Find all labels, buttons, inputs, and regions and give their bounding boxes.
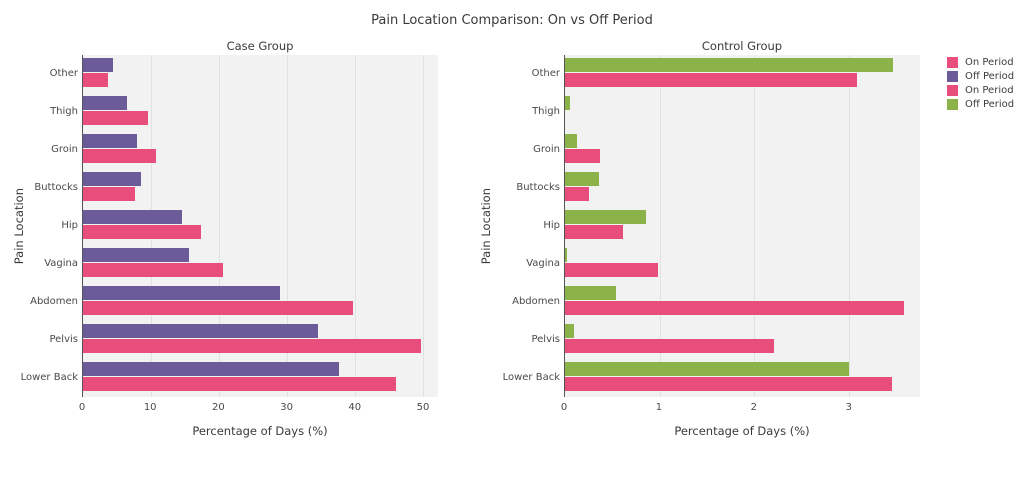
x-tick-label: 1: [655, 402, 663, 413]
gridline: [355, 55, 357, 397]
category-label: Other: [531, 67, 560, 79]
legend-swatch-icon: [947, 99, 958, 110]
bar-off-period: [83, 172, 141, 186]
legend-item: Off Period: [947, 71, 1014, 82]
category-label: Abdomen: [512, 295, 560, 307]
bar-on-period: [565, 339, 775, 353]
category-label: Pelvis: [531, 333, 560, 345]
gridline: [287, 55, 289, 397]
legend-label: Off Period: [965, 99, 1015, 110]
legend-label: On Period: [965, 85, 1014, 96]
category-label: Vagina: [44, 257, 78, 269]
category-label: Groin: [533, 143, 560, 155]
category-label: Lower Back: [502, 371, 560, 383]
bar-on-period: [83, 301, 353, 315]
gridline: [849, 55, 850, 397]
legend-swatch-icon: [947, 71, 958, 82]
subplot-case-group: Case Group Pain Location Other Thigh Groin…: [12, 39, 438, 438]
bar-off-period: [83, 248, 190, 262]
x-tick-label: 40: [348, 402, 362, 413]
category-label: Hip: [543, 219, 560, 231]
bar-off-period: [565, 58, 894, 72]
x-axis-title: Percentage of Days (%): [192, 424, 328, 438]
category-label: Thigh: [532, 105, 560, 117]
bar-off-period: [83, 286, 281, 300]
category-label: Abdomen: [30, 295, 78, 307]
bar-on-period: [565, 73, 857, 87]
bar-on-period: [565, 187, 589, 201]
bar-off-period: [565, 286, 617, 300]
gridline: [754, 55, 756, 397]
bar-off-period: [83, 210, 182, 224]
legend-item: On Period: [947, 57, 1014, 68]
legend-swatch-icon: [947, 57, 958, 68]
bar-off-period: [565, 362, 849, 376]
gridline: [423, 55, 425, 397]
category-label: Other: [49, 67, 78, 79]
x-tick-label: 0: [78, 402, 86, 413]
bar-on-period: [83, 263, 224, 277]
x-tick-label: 30: [280, 402, 293, 413]
bar-off-period: [565, 172, 600, 186]
bar-on-period: [565, 149, 601, 163]
legend: On Period Off Period On Period Off Period: [947, 57, 1014, 113]
legend-item: On Period: [947, 85, 1014, 96]
bar-on-period: [565, 301, 904, 315]
bar-on-period: [565, 377, 892, 391]
category-label: Lower Back: [20, 371, 78, 383]
bar-off-period: [83, 362, 339, 376]
bar-on-period: [83, 149, 156, 163]
category-label: Thigh: [50, 105, 78, 117]
legend-item: Off Period: [947, 99, 1014, 110]
legend-label: Off Period: [965, 71, 1015, 82]
bar-on-period: [565, 225, 623, 239]
bar-on-period: [83, 225, 201, 239]
chart-title: Pain Location Comparison: On vs Off Peri…: [371, 13, 653, 28]
subplot-control-group: Control Group Pain Location Other Thigh Gr…: [479, 39, 920, 438]
bar-on-period: [83, 339, 421, 353]
gridline: [219, 55, 220, 397]
plot-area: [82, 55, 438, 397]
bar-on-period: [565, 263, 658, 277]
bar-off-period: [83, 134, 138, 148]
plot-area: [564, 55, 920, 397]
category-label: Vagina: [526, 257, 560, 269]
x-tick-label: 20: [212, 402, 225, 413]
category-label: Buttocks: [516, 181, 560, 193]
legend-swatch-icon: [947, 85, 958, 96]
bar-off-period: [565, 96, 570, 110]
x-tick-label: 3: [845, 402, 852, 413]
y-axis-category-labels: Other Thigh Groin Buttocks Hip Vagina Abdomen P…: [1, 54, 78, 396]
category-label: Pelvis: [49, 333, 78, 345]
subplot-title: Control Group: [701, 39, 783, 53]
bar-off-period: [565, 248, 567, 262]
bar-off-period: [565, 210, 647, 224]
bar-on-period: [83, 111, 149, 125]
bar-off-period: [565, 134, 578, 148]
legend-label: On Period: [965, 57, 1014, 68]
bar-off-period: [83, 96, 127, 110]
gridline: [659, 55, 661, 397]
x-tick-label: 2: [750, 402, 758, 413]
x-axis-title: Percentage of Days (%): [674, 424, 810, 438]
x-tick-label: 0: [560, 402, 568, 413]
bar-on-period: [83, 73, 109, 87]
category-label: Hip: [61, 219, 78, 231]
y-axis-category-labels: Other Thigh Groin Buttocks Hip Vagina Abdomen P…: [483, 54, 560, 396]
bar-off-period: [565, 324, 574, 338]
x-tick-label: 10: [143, 402, 157, 413]
bar-off-period: [83, 58, 113, 72]
x-tick-label: 50: [416, 402, 430, 413]
bar-on-period: [83, 187, 136, 201]
subplot-title: Case Group: [226, 39, 294, 53]
bar-on-period: [83, 377, 396, 391]
category-label: Buttocks: [34, 181, 78, 193]
bar-off-period: [83, 324, 319, 338]
category-label: Groin: [51, 143, 78, 155]
